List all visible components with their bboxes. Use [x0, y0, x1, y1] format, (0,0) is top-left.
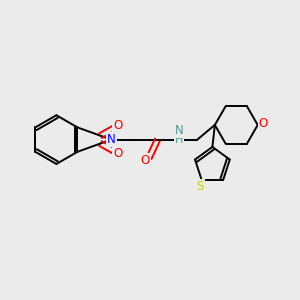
Text: S: S — [196, 180, 204, 193]
Text: O: O — [113, 119, 123, 132]
Text: N: N — [107, 133, 116, 146]
Text: O: O — [113, 147, 123, 160]
Text: O: O — [141, 154, 150, 167]
Text: N: N — [175, 124, 183, 137]
Text: H: H — [175, 135, 183, 145]
Text: O: O — [259, 117, 268, 130]
